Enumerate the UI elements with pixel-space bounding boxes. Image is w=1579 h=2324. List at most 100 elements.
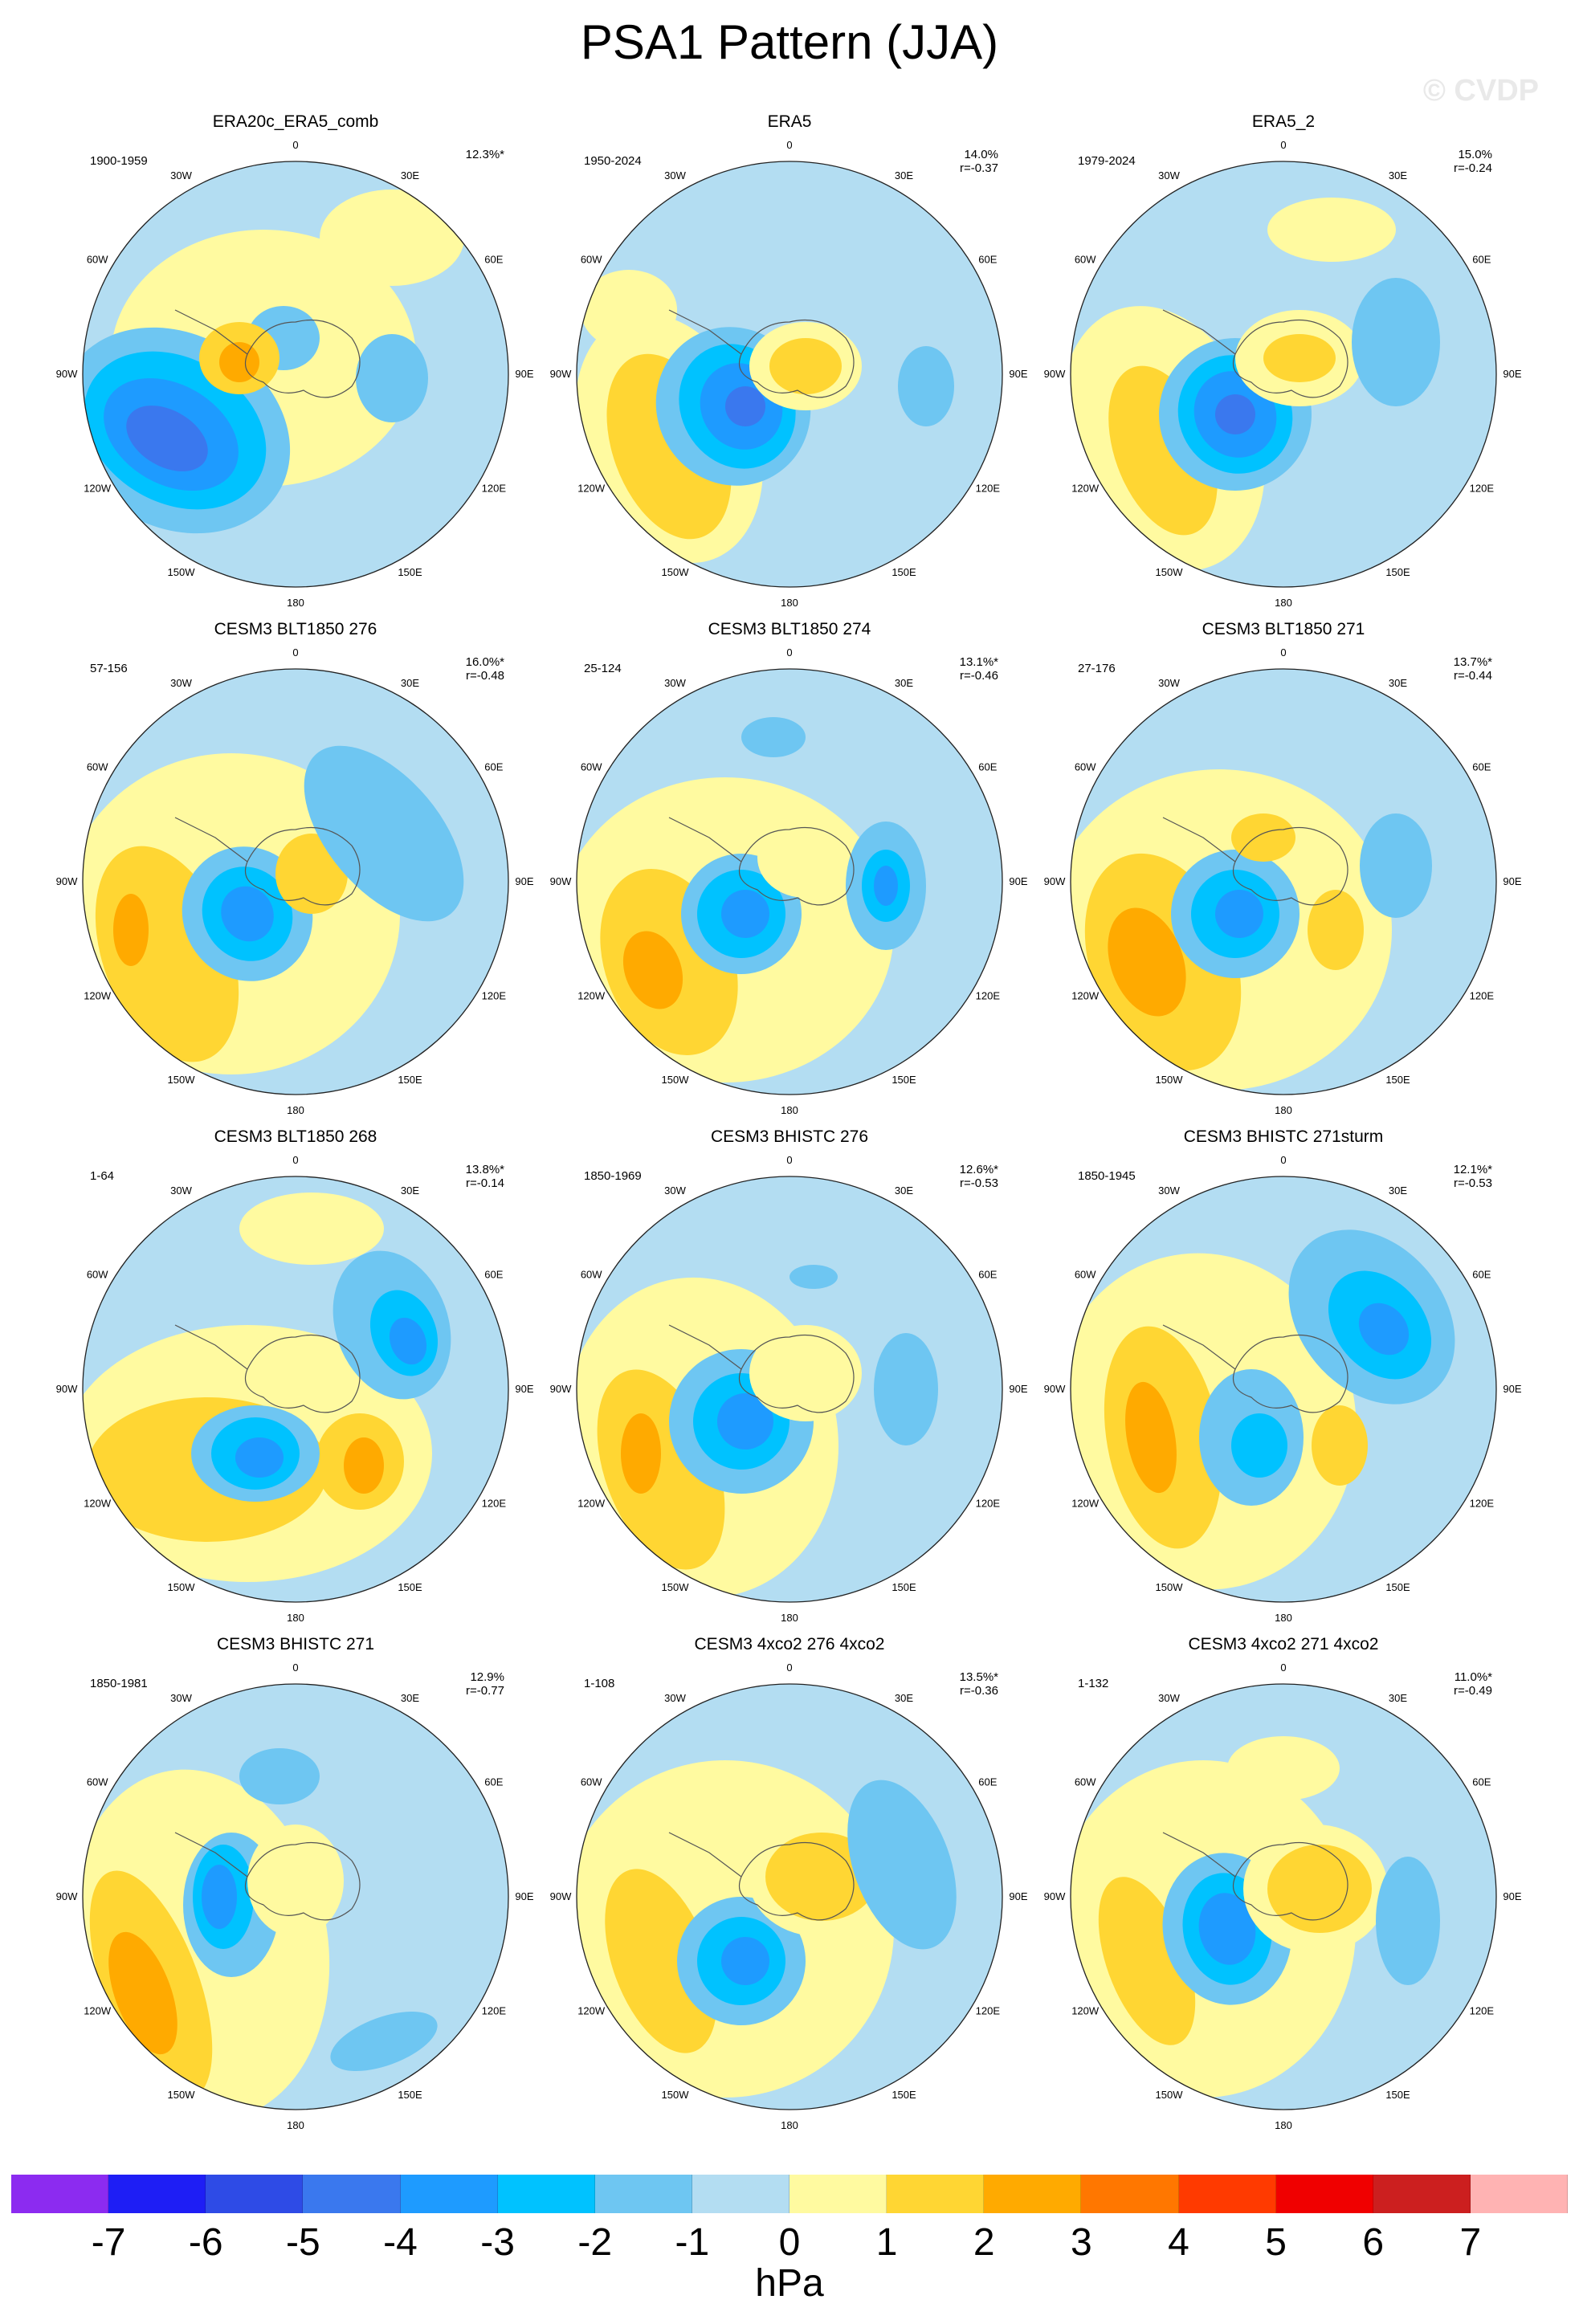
colorbar-tick-label: 4 <box>1168 2221 1189 2264</box>
longitude-label: 180 <box>287 2119 304 2131</box>
colorbar-swatch <box>790 2175 887 2213</box>
longitude-label: 30E <box>895 1692 913 1704</box>
longitude-label: 90E <box>1009 875 1027 887</box>
longitude-label: 150E <box>1385 1074 1410 1086</box>
polar-map: 0 30E 60E 90E 120E 150E 180 150W 120W 90W 60W 30W <box>1044 1156 1522 1624</box>
longitude-label: 60E <box>1472 1776 1491 1788</box>
panel-variance: 13.7%* <box>1453 655 1492 669</box>
colorbar-swatch <box>984 2175 1082 2213</box>
panel-variance: 12.3%* <box>465 148 504 161</box>
longitude-label: 60E <box>484 1776 503 1788</box>
longitude-label: 30E <box>895 677 913 689</box>
anomaly-contour <box>622 931 683 1009</box>
anomaly-contour <box>1227 1736 1340 1800</box>
panel-variance: 13.8%* <box>465 1163 504 1176</box>
colorbar-swatch <box>1275 2175 1373 2213</box>
longitude-label: 60E <box>978 1269 997 1281</box>
panel-stats: 16.0%* r=-0.48 <box>440 655 504 683</box>
colorbar-swatch <box>206 2175 304 2213</box>
longitude-label: 60W <box>1075 761 1096 773</box>
panel-correlation: r=-0.49 <box>1454 1684 1492 1698</box>
page-title: PSA1 Pattern (JJA) <box>580 15 999 69</box>
anomaly-contour <box>1263 334 1336 382</box>
panel-stats: 15.0% r=-0.24 <box>1428 148 1492 175</box>
anomaly-contour <box>1231 813 1295 862</box>
longitude-label: 60E <box>978 1776 997 1788</box>
longitude-label: 60W <box>1075 254 1096 266</box>
panel-variance: 15.0% <box>1458 148 1492 161</box>
longitude-label: 60W <box>87 1269 108 1281</box>
longitude-label: 0 <box>292 1664 298 1674</box>
longitude-label: 30E <box>401 677 419 689</box>
longitude-label: 150W <box>662 566 690 578</box>
longitude-label: 90E <box>1503 1890 1521 1902</box>
longitude-label: 30E <box>1389 1184 1407 1197</box>
anomaly-contour <box>239 1193 384 1265</box>
colorbar-swatch <box>108 2175 206 2213</box>
anomaly-contour <box>741 717 806 757</box>
longitude-label: 90E <box>1503 368 1521 380</box>
longitude-label: 60E <box>978 254 997 266</box>
longitude-label: 0 <box>786 1156 792 1166</box>
map-panel: ERA20c_ERA5_comb 1900-1959 12.3%* 0 30E 60E 90… <box>55 112 537 610</box>
longitude-label: 120E <box>482 1498 507 1510</box>
panel-period: 1-132 <box>1078 1677 1109 1690</box>
longitude-label: 30E <box>401 169 419 181</box>
colorbar-tick-label: 1 <box>875 2221 898 2264</box>
polar-map: 0 30E 60E 90E 120E 150E 180 150W 120W 90W 60W 30W <box>1044 1664 1522 2131</box>
anomaly-contour <box>1215 890 1263 938</box>
longitude-label: 30E <box>895 169 913 181</box>
longitude-label: 60E <box>484 761 503 773</box>
longitude-label: 60E <box>1472 254 1491 266</box>
longitude-label: 150W <box>662 1581 690 1593</box>
panel-variance: 13.5%* <box>959 1670 998 1684</box>
polar-map: 0 30E 60E 90E 120E 150E 180 150W 120W 90W 60W 30W <box>56 649 534 1116</box>
map-panel: CESM3 BLT1850 276 57-156 16.0%* r=-0.48 0 30E… <box>55 620 537 1118</box>
panel-variance: 11.0%* <box>1454 1670 1492 1684</box>
map-panel: CESM3 BLT1850 268 1-64 13.8%* r=-0.14 0 30E 60… <box>55 1127 537 1625</box>
anomaly-contour <box>898 346 954 426</box>
map-border <box>576 161 1003 588</box>
panel-period: 25-124 <box>584 662 622 675</box>
anomaly-contour <box>126 406 208 471</box>
longitude-label: 150E <box>892 1074 916 1086</box>
longitude-label: 150E <box>892 2089 916 2101</box>
anomaly-contour <box>874 866 898 906</box>
panel-variance: 12.6%* <box>959 1163 998 1176</box>
longitude-label: 120W <box>84 483 112 495</box>
anomaly-contour <box>1376 1857 1440 1985</box>
panel-correlation: r=-0.36 <box>960 1684 998 1698</box>
panel-correlation: r=-0.77 <box>466 1684 504 1698</box>
polar-map: 0 30E 60E 90E 120E 150E 180 150W 120W 90W 60W 30W <box>1044 141 1522 609</box>
map-border <box>1070 161 1497 588</box>
anomaly-contour <box>725 386 765 426</box>
anomaly-contour <box>1308 890 1364 970</box>
panel-variance: 16.0%* <box>465 655 504 669</box>
anomaly-contour <box>239 1748 320 1804</box>
panel-variance: 13.1%* <box>959 655 998 669</box>
longitude-label: 150W <box>662 2089 690 2101</box>
map-border <box>82 1683 509 2110</box>
panel-variance: 14.0% <box>964 148 998 161</box>
longitude-label: 90W <box>550 875 572 887</box>
longitude-label: 60E <box>978 761 997 773</box>
panel-period: 1850-1981 <box>90 1677 148 1690</box>
longitude-label: 120E <box>482 2005 507 2017</box>
longitude-label: 150W <box>168 566 196 578</box>
colorbar-tick-label: -5 <box>286 2221 320 2264</box>
map-panel: CESM3 BHISTC 271sturm 1850-1945 12.1%* r=-0… <box>1042 1127 1524 1625</box>
map-border <box>1070 1683 1497 2110</box>
panel-correlation: r=-0.46 <box>960 669 998 683</box>
anomaly-contour <box>389 1317 427 1365</box>
longitude-label: 150E <box>398 2089 422 2101</box>
panel-correlation: r=-0.48 <box>466 669 504 683</box>
longitude-label: 120E <box>1470 483 1495 495</box>
longitude-label: 60W <box>87 761 108 773</box>
anomaly-contour <box>108 1931 177 2055</box>
panel-title: CESM3 4xco2 276 4xco2 <box>694 1635 885 1653</box>
longitude-label: 90W <box>56 368 78 380</box>
anomaly-contour <box>581 270 677 350</box>
longitude-label: 90E <box>1503 875 1521 887</box>
longitude-label: 30E <box>1389 169 1407 181</box>
longitude-label: 0 <box>786 649 792 658</box>
